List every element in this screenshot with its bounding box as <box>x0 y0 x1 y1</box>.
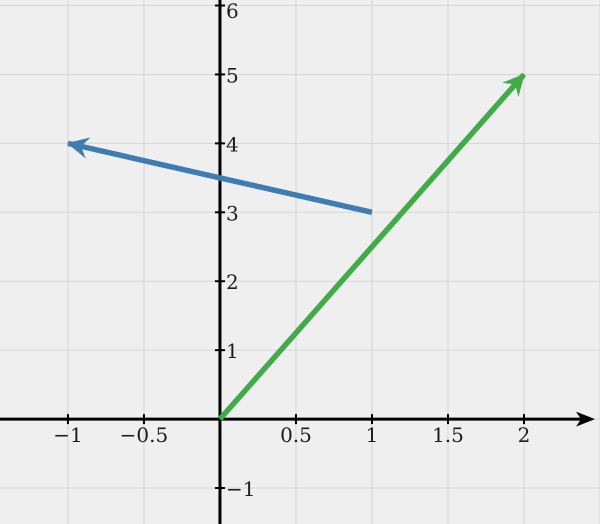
blue-vector <box>66 137 373 215</box>
y-tick-label: 3 <box>226 201 239 225</box>
x-tick-label: 1.5 <box>432 423 464 447</box>
y-tick-label: 5 <box>226 63 239 87</box>
y-tick-label: 2 <box>226 270 239 294</box>
vector-layer <box>66 72 527 421</box>
y-tick-label: −1 <box>226 477 255 501</box>
x-axis-arrowhead <box>576 411 595 427</box>
y-tick-label: 4 <box>226 132 239 156</box>
tick-label-layer: −1 −0.5 0.5 1 1.5 2 −1 1 2 3 4 5 6 <box>53 0 530 501</box>
y-tick-label: 1 <box>226 339 239 363</box>
x-tick-label: 2 <box>518 423 531 447</box>
y-tick-label: 6 <box>226 0 239 23</box>
x-tick-label: 1 <box>366 423 379 447</box>
green-vector <box>217 72 527 421</box>
x-tick-label: −0.5 <box>120 423 169 447</box>
x-tick-label: −1 <box>53 423 82 447</box>
x-tick-label: 0.5 <box>280 423 312 447</box>
